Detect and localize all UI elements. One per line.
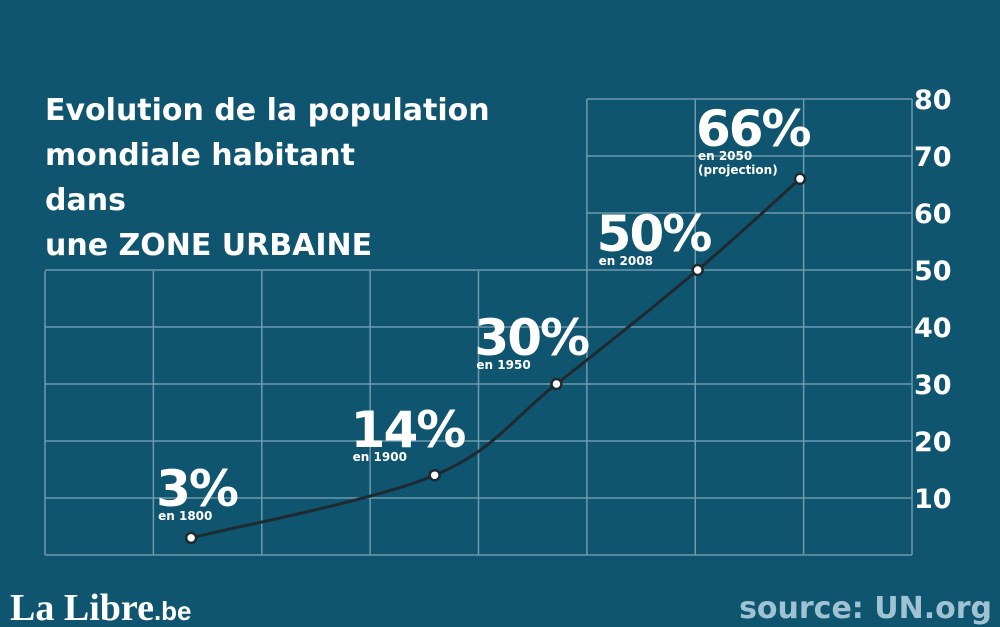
y-tick-label: 60 (914, 199, 952, 230)
y-tick-label: 70 (914, 142, 952, 173)
value-label: 50% (597, 205, 712, 263)
logo: La Libre.be (10, 587, 192, 627)
annotation: en 1900 (353, 450, 407, 464)
chart-title: une ZONE URBAINE (45, 228, 372, 263)
logo-suffix: .be (154, 596, 192, 626)
chart-title: Evolution de la population (45, 93, 490, 128)
chart-title: mondiale habitant (45, 138, 355, 173)
y-tick-label: 30 (914, 370, 952, 401)
annotation: en 2008 (599, 254, 653, 268)
value-label: 30% (474, 309, 589, 367)
chart-title: dans (45, 183, 126, 218)
value-label: 3% (156, 460, 238, 518)
annotation: en 1800 (158, 509, 212, 523)
point (691, 263, 704, 277)
y-tick-label: 10 (914, 484, 952, 515)
y-tick-label: 80 (914, 85, 952, 116)
logo-name: La Libre (10, 587, 154, 627)
point (184, 531, 198, 545)
annotation: en 1950 (476, 358, 530, 372)
point (793, 172, 807, 186)
value-label: 66% (696, 100, 811, 158)
line (190, 177, 801, 540)
annotation: (projection) (698, 163, 778, 177)
source: source: UN.org (739, 591, 992, 626)
y-tick-label: 50 (914, 256, 952, 287)
point (428, 468, 441, 482)
annotation: en 2050 (698, 149, 752, 163)
y-tick-label: 20 (914, 427, 952, 458)
value-label: 14% (351, 401, 466, 459)
y-tick-label: 40 (914, 313, 952, 344)
point (550, 377, 563, 391)
